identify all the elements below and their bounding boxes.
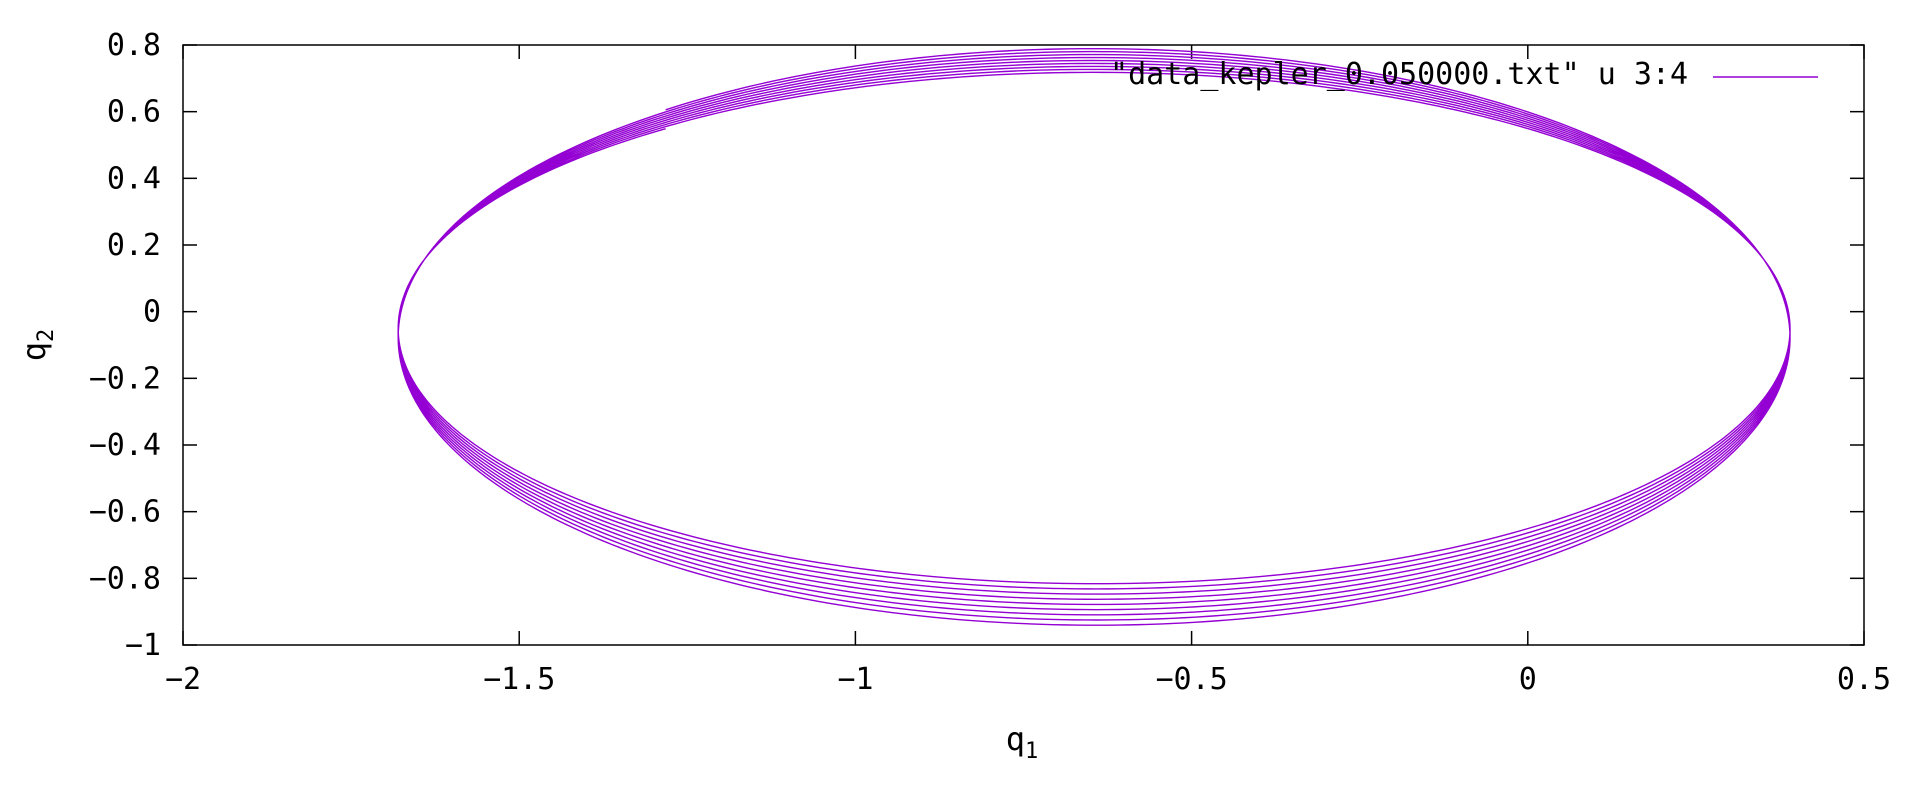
y-tick-label: 0.8	[107, 28, 161, 63]
plot-frame	[182, 44, 1865, 646]
x-tick-label: −1.5	[483, 662, 555, 697]
x-tick-label: −2	[165, 662, 201, 697]
y-tick-label: 0.2	[107, 228, 161, 263]
y-tick-label: 0	[143, 295, 161, 330]
x-tick-label: 0	[1519, 662, 1537, 697]
x-tick-label: −1	[837, 662, 873, 697]
y-tick-label: −0.8	[89, 561, 161, 596]
axis-ticks	[182, 44, 1865, 646]
y-tick-label: −0.6	[89, 495, 161, 530]
y-axis-label: q2	[15, 329, 59, 362]
x-axis-label: q1	[1006, 720, 1039, 764]
orbit-series	[397, 47, 1791, 626]
legend-label: "data_kepler_0.050000.txt" u 3:4	[1110, 57, 1688, 92]
y-tick-label: −1	[125, 628, 161, 663]
x-tick-label: −0.5	[1155, 662, 1227, 697]
series-line-orbit	[397, 47, 1791, 626]
legend: "data_kepler_0.050000.txt" u 3:4	[1110, 57, 1818, 92]
y-tick-label: 0.6	[107, 95, 161, 130]
x-tick-label: 0.5	[1837, 662, 1891, 697]
y-tick-label: 0.4	[107, 161, 161, 196]
y-tick-label: −0.4	[89, 428, 161, 463]
y-tick-label: −0.2	[89, 361, 161, 396]
axis-tick-labels: −2 −1.5 −1 −0.5 0 0.5 −1 −0.8 −0.6 −0.4 −0.2 0 0.2 0.…	[89, 28, 1891, 697]
